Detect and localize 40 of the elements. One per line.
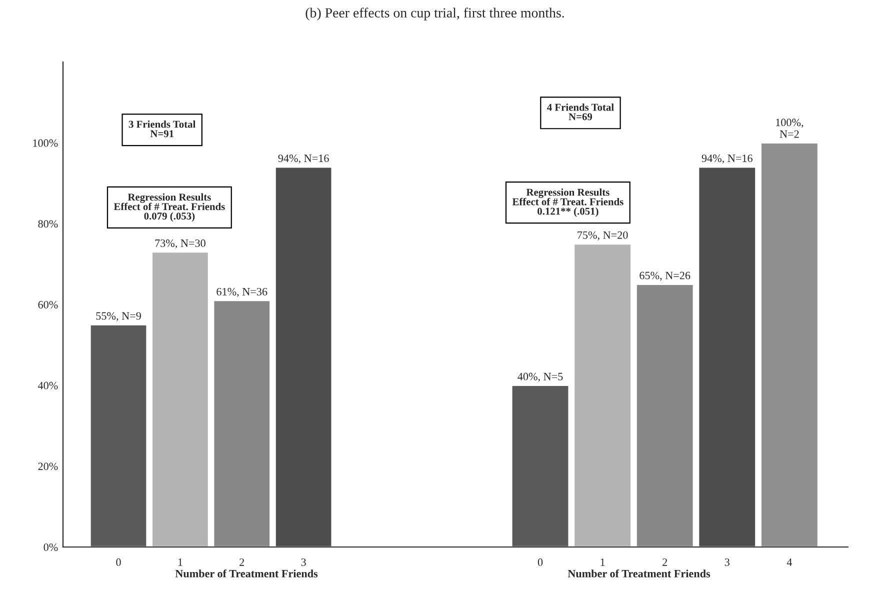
bar bbox=[760, 142, 819, 547]
x-tick-label: 1 bbox=[178, 558, 182, 566]
x-tick-label: 2 bbox=[662, 558, 668, 566]
x-tick-label: 4 bbox=[786, 558, 792, 566]
data-label: 55%, N=9 bbox=[96, 312, 141, 322]
x-tick-label: 1 bbox=[600, 558, 605, 566]
bar bbox=[151, 251, 210, 547]
y-tick-label: 0% bbox=[44, 543, 58, 551]
data-label: 100%, N=2 bbox=[776, 118, 804, 138]
annotation: 3 Friends Total N=91 bbox=[128, 120, 196, 138]
text: (b) Peer effects on cup trial, first three months. bbox=[306, 8, 564, 20]
bar bbox=[573, 243, 632, 547]
bar bbox=[274, 166, 333, 547]
y-tick-label: 100% bbox=[33, 139, 58, 147]
y-tick-label: 60% bbox=[38, 300, 58, 308]
text: 4 Friends Total N=69 bbox=[547, 103, 614, 120]
bar bbox=[89, 324, 148, 547]
y-tick-label: 40% bbox=[38, 382, 58, 390]
data-label: 40%, N=5 bbox=[518, 372, 563, 382]
data-label: 65%, N=26 bbox=[640, 272, 690, 281]
annotation: Regression Results Effect of # Treat. Friends 0.121** (.051) bbox=[512, 188, 624, 217]
bar bbox=[510, 384, 570, 547]
data-label: 75%, N=20 bbox=[578, 231, 628, 240]
data-label: 73%, N=30 bbox=[155, 239, 206, 249]
bar bbox=[212, 300, 271, 547]
x-tick-label: 3 bbox=[301, 558, 306, 566]
x-tick-label: 0 bbox=[538, 558, 543, 566]
bar bbox=[636, 284, 694, 547]
x-axis-title: Number of Treatment Friends bbox=[175, 569, 318, 578]
x-tick-label: 0 bbox=[116, 558, 121, 566]
x-axis-title: Number of Treatment Friends bbox=[568, 569, 710, 578]
bar bbox=[698, 166, 756, 547]
y-tick-label: 20% bbox=[38, 462, 58, 470]
y-tick-label: 80% bbox=[38, 220, 58, 228]
x-tick-label: 2 bbox=[240, 558, 244, 566]
data-label: 61%, N=36 bbox=[216, 288, 268, 298]
x-tick-label: 3 bbox=[724, 558, 730, 566]
annotation: Regression Results Effect of # Treat. Friends 0.079 (.053) bbox=[114, 193, 225, 222]
data-label: 94%, N=16 bbox=[702, 154, 752, 164]
data-label: 94%, N=16 bbox=[278, 154, 329, 164]
